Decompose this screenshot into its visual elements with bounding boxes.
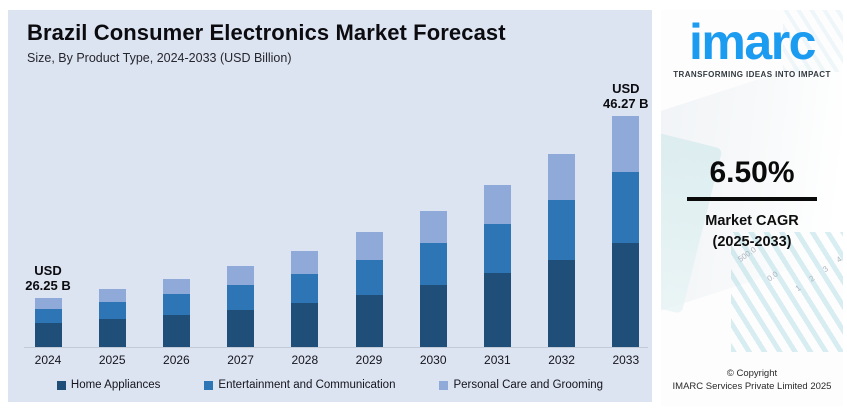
value-annotation: USD 26.25 B: [3, 263, 93, 293]
x-axis-label: 2031: [484, 353, 511, 367]
bar-segment: [162, 315, 190, 347]
bar-segment: [419, 211, 447, 243]
legend-label: Entertainment and Communication: [218, 379, 396, 391]
decorative-stripes-top: [783, 10, 843, 72]
bar-segment: [355, 232, 383, 260]
imarc-logo: imarc TRANSFORMING IDEAS INTO IMPACT: [661, 14, 843, 79]
bar-segment: [98, 302, 126, 319]
value-annotation: USD 46.27 B: [581, 81, 671, 111]
copyright-line1: © Copyright: [726, 368, 778, 379]
cagr-value: 6.50%: [709, 156, 795, 189]
legend-label: Personal Care and Grooming: [453, 379, 604, 391]
cagr-label-line2: (2025-2033): [712, 233, 792, 250]
bar-segment: [612, 116, 640, 172]
legend-item: Personal Care and Grooming: [439, 379, 603, 391]
cagr-divider: [687, 197, 817, 201]
x-axis-label: 2032: [548, 353, 575, 367]
imarc-logo-tagline: TRANSFORMING IDEAS INTO IMPACT: [673, 70, 831, 79]
bar-segment: [355, 295, 383, 347]
x-axis-label: 2030: [419, 353, 447, 367]
annotation-line: 26.25 B: [25, 278, 71, 293]
legend-swatch: [439, 380, 449, 390]
bar-segment: [548, 154, 576, 200]
bar-segment: [548, 200, 576, 260]
imarc-logo-text: imarc: [689, 14, 816, 70]
chart-panel: Brazil Consumer Electronics Market Forec…: [8, 10, 652, 402]
legend-item: Home Appliances: [56, 379, 161, 391]
brand-sidebar: 500.0 0.0 1 2 3 4 imarc TRANSFORMING IDE…: [661, 10, 843, 406]
bar-segment: [291, 274, 319, 303]
legend-swatch: [204, 380, 214, 390]
decorative-stripes: [731, 232, 843, 352]
x-axis-label: 2028: [291, 353, 319, 367]
copyright-note: © Copyright IMARC Services Private Limit…: [661, 367, 843, 393]
bar-segment: [355, 260, 383, 295]
page-title: Brazil Consumer Electronics Market Forec…: [27, 20, 506, 45]
bar-segment: [483, 273, 511, 347]
stacked-bar-chart: 2024 2025 2026 2027 2028 2029 2030 2031 2032 2033…: [8, 10, 652, 402]
x-axis-label: 2024: [34, 353, 62, 367]
bar-segment: [483, 224, 511, 273]
bar-segment: [227, 266, 255, 285]
bar-segment: [291, 303, 319, 347]
legend-item: Entertainment and Communication: [204, 379, 395, 391]
cagr-label-line1: Market CAGR: [705, 212, 799, 229]
x-axis-label: 2025: [98, 353, 126, 367]
bar-segment: [162, 294, 190, 315]
chart-subtitle: Size, By Product Type, 2024-2033 (USD Bi…: [27, 51, 292, 65]
bar-segment: [612, 172, 640, 243]
bar-segment: [612, 243, 640, 347]
bar-segment: [34, 323, 62, 347]
bar-segment: [227, 310, 255, 347]
x-axis-label: 2033: [612, 353, 640, 367]
legend-label: Home Appliances: [70, 379, 161, 391]
chart-legend: Home Appliances Entertainment and Communi…: [8, 379, 652, 391]
annotation-line: USD: [612, 81, 640, 96]
bar-segment: [34, 309, 62, 323]
legend-swatch: [56, 380, 66, 390]
bar-segment: [419, 243, 447, 285]
bar-segment: [162, 279, 190, 294]
bar-segment: [291, 251, 319, 274]
bar-segment: [98, 289, 126, 302]
cagr-block: 6.50% Market CAGR (2025-2033): [661, 156, 843, 253]
bar-segment: [227, 285, 255, 310]
bar-segment: [548, 260, 576, 347]
bar-segment: [419, 285, 447, 347]
bar-segment: [483, 185, 511, 224]
bar-segment: [34, 298, 62, 309]
x-axis-label: 2029: [355, 353, 383, 367]
x-axis-line: [24, 347, 648, 348]
bar-segment: [98, 319, 126, 347]
x-axis-label: 2027: [227, 353, 254, 367]
annotation-line: 46.27 B: [603, 96, 649, 111]
x-axis-label: 2026: [163, 353, 190, 367]
annotation-line: USD: [34, 263, 62, 278]
copyright-line2: IMARC Services Private Limited 2025: [672, 381, 832, 392]
